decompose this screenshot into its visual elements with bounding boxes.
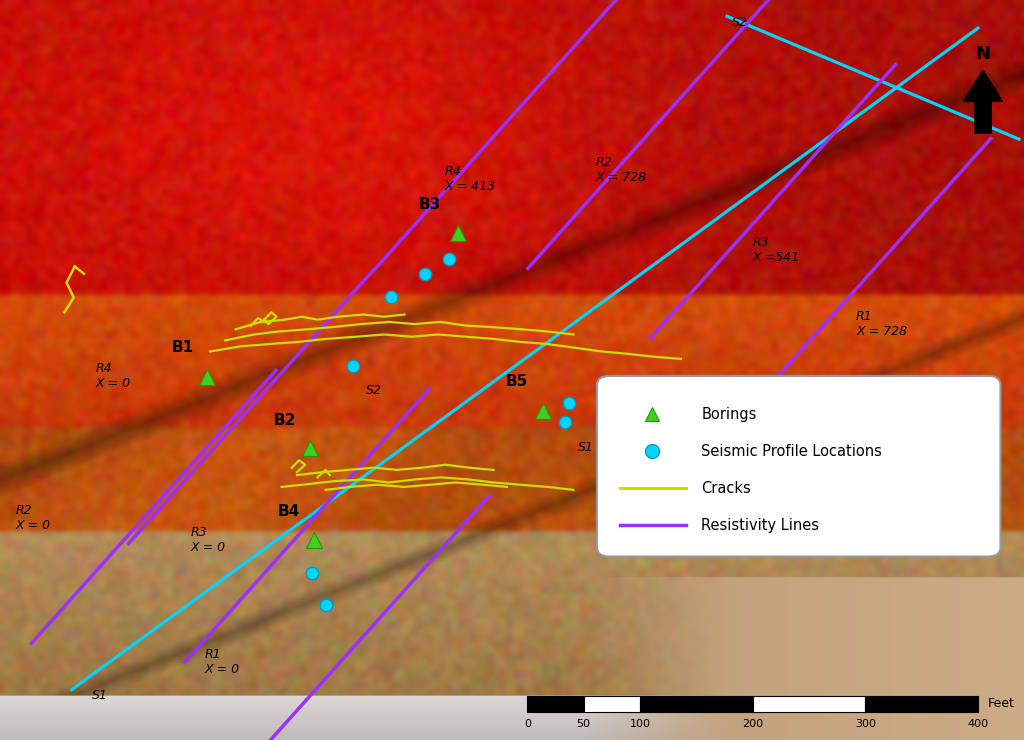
Bar — [584, 696, 640, 712]
Text: B5: B5 — [506, 374, 528, 389]
Bar — [527, 696, 584, 712]
Text: 100: 100 — [630, 719, 650, 730]
Text: Cracks: Cracks — [701, 481, 752, 496]
Text: N: N — [976, 45, 990, 63]
Text: R4
X = 413: R4 X = 413 — [444, 165, 496, 193]
Text: Borings: Borings — [701, 407, 757, 422]
Text: Seismic Profile Locations: Seismic Profile Locations — [701, 444, 883, 459]
Text: B4: B4 — [278, 505, 300, 519]
Text: R1
X = 0: R1 X = 0 — [205, 648, 240, 676]
Text: R3
X =541: R3 X =541 — [753, 236, 800, 264]
Text: Feet: Feet — [988, 697, 1015, 710]
FancyBboxPatch shape — [597, 376, 1000, 556]
Bar — [640, 696, 753, 712]
Text: S1: S1 — [578, 441, 594, 454]
Text: R2
X = 728: R2 X = 728 — [596, 156, 647, 184]
Text: R3
X = 0: R3 X = 0 — [190, 526, 225, 554]
Text: 300: 300 — [855, 719, 876, 730]
Text: S1: S1 — [92, 689, 109, 702]
Text: S2: S2 — [366, 384, 382, 397]
Text: R1
X = 728: R1 X = 728 — [856, 310, 907, 338]
Text: B1: B1 — [171, 340, 194, 355]
Text: R2
X = 0: R2 X = 0 — [15, 504, 50, 532]
Bar — [753, 696, 865, 712]
FancyArrow shape — [964, 70, 1002, 133]
Text: B2: B2 — [273, 413, 296, 428]
Text: B3: B3 — [419, 197, 441, 212]
Text: S2: S2 — [732, 16, 749, 29]
Text: 0: 0 — [524, 719, 530, 730]
Text: Resistivity Lines: Resistivity Lines — [701, 518, 819, 533]
Text: 400: 400 — [968, 719, 988, 730]
Text: 200: 200 — [742, 719, 763, 730]
Text: 50: 50 — [577, 719, 591, 730]
Bar — [865, 696, 978, 712]
Text: R4
X = 0: R4 X = 0 — [95, 362, 130, 390]
